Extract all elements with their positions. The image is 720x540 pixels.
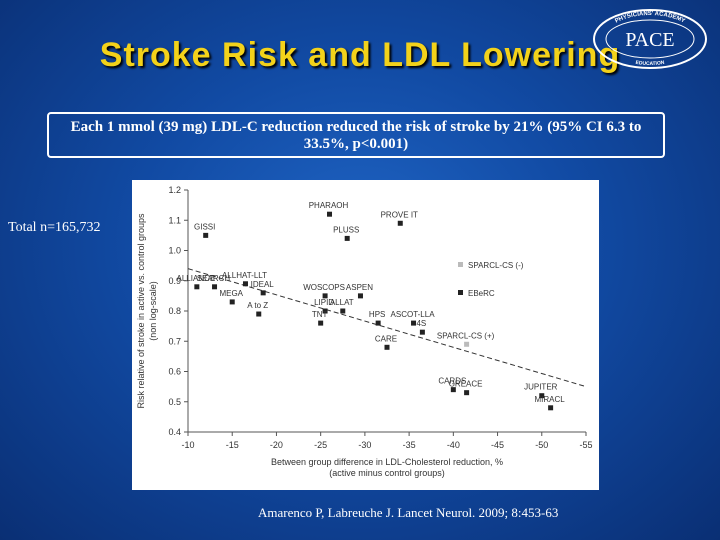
data-point-label: PROVE IT bbox=[381, 210, 418, 219]
data-point-label: GISSI bbox=[194, 222, 215, 231]
trendline bbox=[187, 268, 587, 388]
data-point bbox=[450, 387, 456, 393]
data-point-label: GREACE bbox=[449, 380, 483, 389]
data-point bbox=[411, 320, 417, 326]
data-point bbox=[242, 281, 248, 287]
data-point-label: PHARAOH bbox=[309, 201, 349, 210]
data-point bbox=[229, 299, 235, 305]
data-point bbox=[194, 284, 200, 290]
x-tick-label: -50 bbox=[535, 440, 548, 450]
logo-inner-ring bbox=[605, 19, 695, 59]
data-point bbox=[344, 235, 350, 241]
data-point-label: CARDS bbox=[438, 377, 466, 386]
citation: Amarenco P, Labreuche J. Lancet Neurol. … bbox=[258, 505, 559, 520]
slide-title: Stroke Risk and LDL Lowering bbox=[99, 36, 621, 74]
finding-box: Each 1 mmol (39 mg) LDL-C reduction redu… bbox=[47, 112, 665, 158]
pace-logo: PHYSICIANS' ACADEMY PACE EDUCATION bbox=[593, 9, 707, 69]
finding-text: Each 1 mmol (39 mg) LDL-C reduction redu… bbox=[70, 119, 642, 152]
data-point-label: TNT bbox=[312, 310, 328, 319]
data-point-label: IDEAL bbox=[251, 280, 275, 289]
data-point bbox=[327, 211, 333, 217]
data-point-label: 4S bbox=[416, 319, 426, 328]
data-point bbox=[357, 293, 363, 299]
x-axis-label: Between group difference in LDL-Choleste… bbox=[271, 457, 503, 467]
data-point-label: ASPEN bbox=[346, 283, 373, 292]
x-tick-label: -40 bbox=[447, 440, 460, 450]
legend-label: SPARCL-CS (-) bbox=[468, 261, 524, 270]
y-tick-label: 0.6 bbox=[168, 367, 181, 377]
data-point bbox=[322, 293, 328, 299]
x-tick-label: -10 bbox=[181, 440, 194, 450]
data-point-label: WOSCOPS bbox=[303, 283, 345, 292]
legend-label: EBeRC bbox=[468, 289, 495, 298]
y-tick-label: 0.9 bbox=[168, 276, 181, 286]
data-point-label: HPS bbox=[369, 310, 385, 319]
data-point-label: ALLHAT-LLT bbox=[222, 271, 267, 280]
y-tick-label: 0.5 bbox=[168, 397, 181, 407]
data-point-label: ASCOT-LLA bbox=[391, 310, 436, 319]
legend-marker bbox=[458, 262, 463, 267]
data-point bbox=[203, 232, 209, 238]
data-point bbox=[322, 308, 328, 314]
y-tick-label: 0.4 bbox=[168, 427, 181, 437]
y-axis-label: (non log-scale) bbox=[148, 281, 158, 341]
data-point-label: JUPITER bbox=[524, 383, 558, 392]
data-point bbox=[318, 320, 324, 326]
data-point bbox=[539, 393, 545, 399]
data-point bbox=[340, 308, 346, 314]
x-axis-label: (active minus control groups) bbox=[329, 468, 445, 478]
data-point bbox=[375, 320, 381, 326]
x-tick-label: -15 bbox=[226, 440, 239, 450]
logo-main-text: PACE bbox=[625, 29, 674, 51]
data-point-label: ALLIANCE bbox=[177, 274, 216, 283]
data-point bbox=[256, 311, 262, 317]
total-participants-label: Total n=165,732 bbox=[8, 220, 101, 235]
x-tick-label: -55 bbox=[579, 440, 592, 450]
legend-marker bbox=[458, 290, 463, 295]
data-point-label: LIPID bbox=[314, 298, 334, 307]
x-tick-label: -25 bbox=[314, 440, 327, 450]
x-tick-label: -35 bbox=[403, 440, 416, 450]
data-point-label: ALLAT bbox=[330, 298, 354, 307]
y-tick-label: 0.8 bbox=[168, 306, 181, 316]
x-tick-label: -20 bbox=[270, 440, 283, 450]
data-point bbox=[464, 341, 470, 347]
logo-bottom-text: EDUCATION bbox=[635, 60, 665, 67]
data-point-label: A to Z bbox=[247, 301, 268, 310]
y-axis-label: Risk relative of stroke in active vs. co… bbox=[136, 213, 146, 409]
scatter-chart: 0.4 0.5 0.6 0.7 0.8 0.9 1.0 1.1 1.2 -10 -15 -20 -25 -… bbox=[136, 185, 593, 478]
data-point bbox=[397, 220, 403, 226]
data-point-label: SPARCL-CS (+) bbox=[437, 331, 495, 340]
y-tick-label: 0.7 bbox=[168, 336, 181, 346]
data-point-label: MEGA bbox=[219, 289, 243, 298]
y-tick-label: 1.1 bbox=[168, 215, 181, 225]
data-point bbox=[419, 329, 425, 335]
logo-outer-ring bbox=[593, 9, 707, 69]
y-tick-label: 1.0 bbox=[168, 246, 181, 256]
chart-panel: 0.4 0.5 0.6 0.7 0.8 0.9 1.0 1.1 1.2 -10 -15 -20 -25 -… bbox=[132, 180, 599, 490]
data-point bbox=[548, 405, 554, 411]
x-tick-label: -45 bbox=[491, 440, 504, 450]
data-point bbox=[384, 344, 390, 350]
y-tick-label: 1.2 bbox=[168, 185, 181, 195]
data-point-label: PLUSS bbox=[333, 225, 359, 234]
x-tick-label: -30 bbox=[358, 440, 371, 450]
data-point-label: SEARCH bbox=[197, 274, 231, 283]
data-point-label: CARE bbox=[375, 334, 397, 343]
data-point bbox=[212, 284, 218, 290]
data-point-label: MIRACL bbox=[535, 395, 566, 404]
data-point bbox=[260, 290, 266, 296]
data-point bbox=[464, 390, 470, 396]
